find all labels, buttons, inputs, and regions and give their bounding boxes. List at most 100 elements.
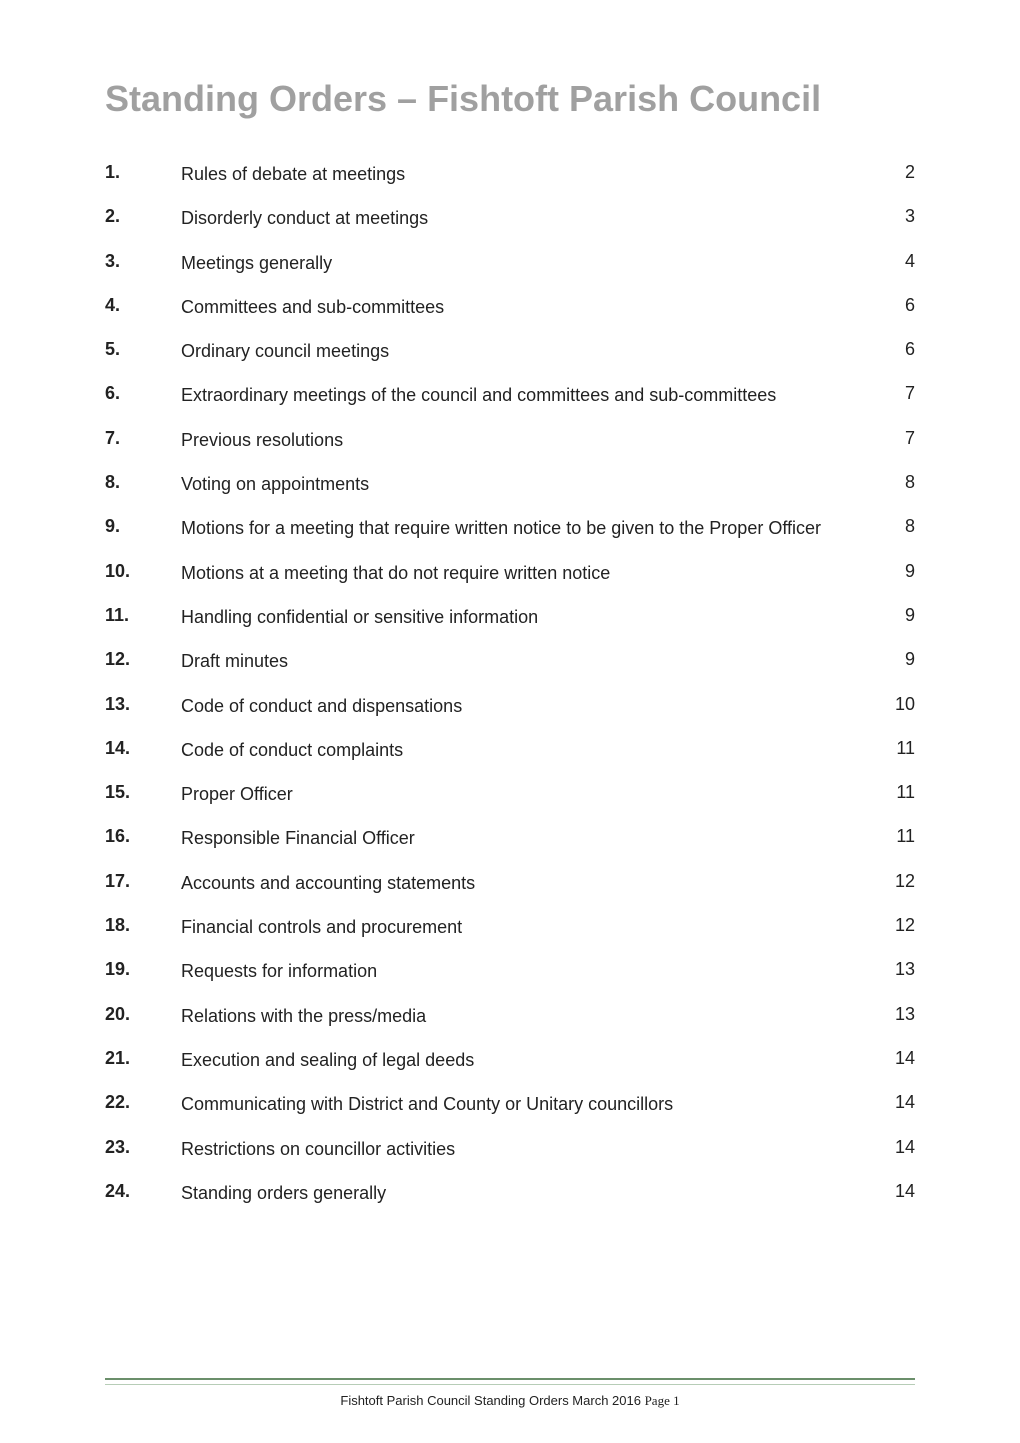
- toc-number: 14.: [105, 738, 181, 759]
- toc-row: 5.Ordinary council meetings6: [105, 339, 915, 363]
- toc-number: 7.: [105, 428, 181, 449]
- toc-number: 9.: [105, 516, 181, 537]
- toc-number: 1.: [105, 162, 181, 183]
- toc-page-number: 13: [875, 959, 915, 980]
- toc-label: Motions at a meeting that do not require…: [181, 561, 875, 585]
- toc-page-number: 9: [875, 561, 915, 582]
- toc-page-number: 7: [875, 383, 915, 404]
- toc-row: 12.Draft minutes9: [105, 649, 915, 673]
- toc-label: Restrictions on councillor activities: [181, 1137, 875, 1161]
- toc-row: 16.Responsible Financial Officer11: [105, 826, 915, 850]
- table-of-contents: 1.Rules of debate at meetings22.Disorder…: [105, 162, 915, 1205]
- toc-number: 2.: [105, 206, 181, 227]
- toc-number: 18.: [105, 915, 181, 936]
- toc-label: Proper Officer: [181, 782, 875, 806]
- toc-row: 4.Committees and sub-committees6: [105, 295, 915, 319]
- toc-page-number: 3: [875, 206, 915, 227]
- toc-page-number: 4: [875, 251, 915, 272]
- toc-row: 11.Handling confidential or sensitive in…: [105, 605, 915, 629]
- toc-row: 14.Code of conduct complaints11: [105, 738, 915, 762]
- toc-row: 22.Communicating with District and Count…: [105, 1092, 915, 1116]
- toc-number: 6.: [105, 383, 181, 404]
- toc-row: 18.Financial controls and procurement12: [105, 915, 915, 939]
- toc-page-number: 13: [875, 1004, 915, 1025]
- toc-row: 19.Requests for information13: [105, 959, 915, 983]
- toc-row: 3.Meetings generally4: [105, 251, 915, 275]
- toc-page-number: 10: [875, 694, 915, 715]
- toc-row: 6.Extraordinary meetings of the council …: [105, 383, 915, 407]
- toc-number: 5.: [105, 339, 181, 360]
- toc-page-number: 8: [875, 472, 915, 493]
- footer-text: Fishtoft Parish Council Standing Orders …: [0, 1393, 1020, 1409]
- toc-row: 17.Accounts and accounting statements12: [105, 871, 915, 895]
- toc-page-number: 14: [875, 1092, 915, 1113]
- toc-number: 20.: [105, 1004, 181, 1025]
- toc-page-number: 14: [875, 1137, 915, 1158]
- toc-page-number: 9: [875, 649, 915, 670]
- footer-prefix: Fishtoft Parish Council Standing Orders …: [340, 1393, 644, 1408]
- toc-number: 15.: [105, 782, 181, 803]
- toc-row: 8.Voting on appointments8: [105, 472, 915, 496]
- toc-label: Standing orders generally: [181, 1181, 875, 1205]
- toc-row: 2.Disorderly conduct at meetings3: [105, 206, 915, 230]
- toc-number: 24.: [105, 1181, 181, 1202]
- toc-number: 12.: [105, 649, 181, 670]
- toc-page-number: 14: [875, 1181, 915, 1202]
- footer-rule: [105, 1378, 915, 1385]
- toc-label: Financial controls and procurement: [181, 915, 875, 939]
- toc-label: Previous resolutions: [181, 428, 875, 452]
- toc-label: Requests for information: [181, 959, 875, 983]
- toc-row: 7.Previous resolutions7: [105, 428, 915, 452]
- toc-label: Relations with the press/media: [181, 1004, 875, 1028]
- toc-page-number: 2: [875, 162, 915, 183]
- toc-row: 20.Relations with the press/media13: [105, 1004, 915, 1028]
- toc-row: 10.Motions at a meeting that do not requ…: [105, 561, 915, 585]
- toc-label: Motions for a meeting that require writt…: [181, 516, 875, 540]
- toc-row: 1.Rules of debate at meetings2: [105, 162, 915, 186]
- toc-row: 21.Execution and sealing of legal deeds1…: [105, 1048, 915, 1072]
- toc-row: 23.Restrictions on councillor activities…: [105, 1137, 915, 1161]
- toc-label: Rules of debate at meetings: [181, 162, 875, 186]
- toc-label: Responsible Financial Officer: [181, 826, 875, 850]
- toc-page-number: 6: [875, 295, 915, 316]
- toc-row: 13.Code of conduct and dispensations10: [105, 694, 915, 718]
- toc-page-number: 8: [875, 516, 915, 537]
- toc-label: Code of conduct and dispensations: [181, 694, 875, 718]
- toc-label: Ordinary council meetings: [181, 339, 875, 363]
- toc-label: Draft minutes: [181, 649, 875, 673]
- toc-page-number: 11: [875, 738, 915, 759]
- toc-page-number: 6: [875, 339, 915, 360]
- toc-number: 21.: [105, 1048, 181, 1069]
- toc-page-number: 12: [875, 871, 915, 892]
- toc-label: Handling confidential or sensitive infor…: [181, 605, 875, 629]
- toc-label: Communicating with District and County o…: [181, 1092, 875, 1116]
- toc-page-number: 7: [875, 428, 915, 449]
- toc-number: 11.: [105, 605, 181, 626]
- toc-label: Voting on appointments: [181, 472, 875, 496]
- toc-row: 9.Motions for a meeting that require wri…: [105, 516, 915, 540]
- toc-label: Extraordinary meetings of the council an…: [181, 383, 875, 407]
- page: Standing Orders – Fishtoft Parish Counci…: [0, 0, 1020, 1443]
- toc-page-number: 12: [875, 915, 915, 936]
- toc-row: 15.Proper Officer11: [105, 782, 915, 806]
- toc-label: Meetings generally: [181, 251, 875, 275]
- toc-label: Committees and sub-committees: [181, 295, 875, 319]
- toc-label: Execution and sealing of legal deeds: [181, 1048, 875, 1072]
- toc-number: 8.: [105, 472, 181, 493]
- toc-label: Accounts and accounting statements: [181, 871, 875, 895]
- toc-number: 19.: [105, 959, 181, 980]
- toc-number: 10.: [105, 561, 181, 582]
- toc-row: 24.Standing orders generally14: [105, 1181, 915, 1205]
- toc-page-number: 11: [875, 782, 915, 803]
- toc-label: Code of conduct complaints: [181, 738, 875, 762]
- toc-number: 22.: [105, 1092, 181, 1113]
- toc-number: 4.: [105, 295, 181, 316]
- toc-number: 17.: [105, 871, 181, 892]
- toc-label: Disorderly conduct at meetings: [181, 206, 875, 230]
- toc-page-number: 9: [875, 605, 915, 626]
- toc-number: 3.: [105, 251, 181, 272]
- toc-number: 13.: [105, 694, 181, 715]
- toc-number: 23.: [105, 1137, 181, 1158]
- toc-number: 16.: [105, 826, 181, 847]
- page-title: Standing Orders – Fishtoft Parish Counci…: [105, 78, 915, 120]
